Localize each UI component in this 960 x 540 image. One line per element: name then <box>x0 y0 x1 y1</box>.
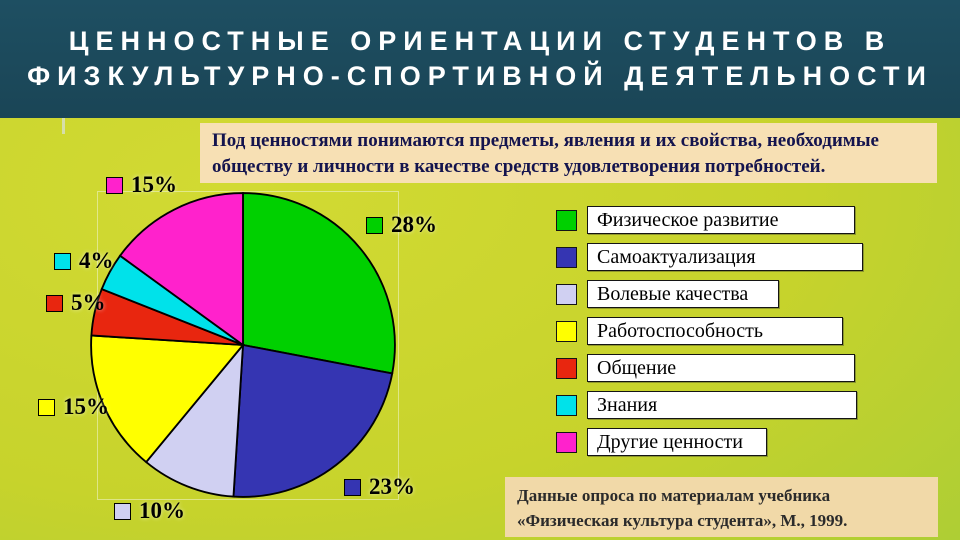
pie-label-value: 15% <box>131 172 177 197</box>
pie-label-physical-development: 28% <box>366 212 437 238</box>
header-accent-line <box>62 118 65 134</box>
blue-swatch-icon <box>344 478 361 496</box>
pie-label-other-values: 15% <box>106 172 177 198</box>
pie-label-communication: 5% <box>46 290 106 316</box>
legend-label: Самоактуализация <box>587 243 863 271</box>
definition-text: Под ценностями понимаются предметы, явле… <box>212 130 879 178</box>
pie-label-work-capacity: 15% <box>38 394 109 420</box>
source-box: Данные опроса по материалам учебника «Фи… <box>505 477 938 537</box>
legend-label: Общение <box>587 354 855 382</box>
blue-legend-swatch-icon <box>556 246 577 268</box>
yellow-legend-swatch-icon <box>556 320 577 342</box>
pie-label-value: 28% <box>391 212 437 237</box>
chart-legend: Физическое развитие Самоактуализация Вол… <box>556 206 863 456</box>
legend-item: Работоспособность <box>556 317 863 345</box>
magenta-swatch-icon <box>106 176 123 194</box>
legend-label: Другие ценности <box>587 428 767 456</box>
slide-title-line1: ЦЕННОСТНЫЕ ОРИЕНТАЦИИ СТУДЕНТОВ В <box>68 26 892 56</box>
pie-chart-svg <box>90 192 396 498</box>
legend-item: Самоактуализация <box>556 243 863 271</box>
legend-label: Работоспособность <box>587 317 843 345</box>
lavender-swatch-icon <box>114 502 131 520</box>
legend-label: Знания <box>587 391 857 419</box>
pie-label-value: 23% <box>369 474 415 499</box>
yellow-swatch-icon <box>38 398 55 416</box>
pie-label-value: 4% <box>79 248 114 273</box>
lavender-legend-swatch-icon <box>556 283 577 305</box>
green-swatch-icon <box>366 216 383 234</box>
pie-label-knowledge: 4% <box>54 248 114 274</box>
legend-item: Волевые качества <box>556 280 863 308</box>
legend-item: Другие ценности <box>556 428 863 456</box>
magenta-legend-swatch-icon <box>556 431 577 453</box>
legend-item: Физическое развитие <box>556 206 863 234</box>
legend-item: Знания <box>556 391 863 419</box>
pie-label-value: 15% <box>63 394 109 419</box>
definition-box: Под ценностями понимаются предметы, явле… <box>200 123 937 183</box>
cyan-swatch-icon <box>54 252 71 270</box>
cyan-legend-swatch-icon <box>556 394 577 416</box>
slide-title-line2: ФИЗКУЛЬТУРНО-СПОРТИВНОЙ ДЕЯТЕЛЬНОСТИ <box>27 61 933 91</box>
slide-header: ЦЕННОСТНЫЕ ОРИЕНТАЦИИ СТУДЕНТОВ В ФИЗКУЛ… <box>0 0 960 118</box>
pie-label-self-actualization: 23% <box>344 474 415 500</box>
source-text: Данные опроса по материалам учебника «Фи… <box>517 486 848 530</box>
legend-item: Общение <box>556 354 863 382</box>
legend-label: Физическое развитие <box>587 206 855 234</box>
red-swatch-icon <box>46 294 63 312</box>
pie-label-volitional-qualities: 10% <box>114 498 185 524</box>
pie-chart <box>88 190 398 500</box>
green-legend-swatch-icon <box>556 209 577 231</box>
pie-label-value: 10% <box>139 498 185 523</box>
red-legend-swatch-icon <box>556 357 577 379</box>
legend-label: Волевые качества <box>587 280 779 308</box>
pie-label-value: 5% <box>71 290 106 315</box>
